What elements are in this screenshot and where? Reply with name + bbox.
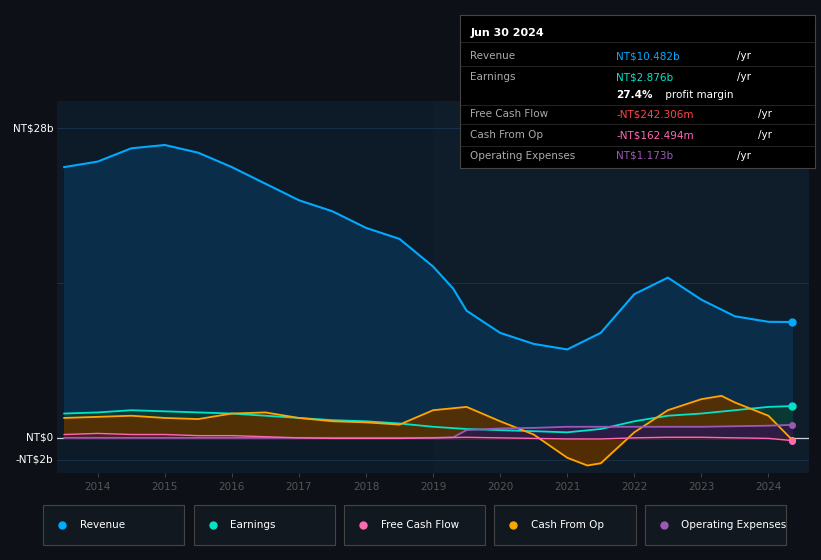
Text: /yr: /yr [737, 72, 751, 82]
Text: /yr: /yr [737, 151, 751, 161]
Text: Earnings: Earnings [470, 72, 516, 82]
FancyBboxPatch shape [344, 505, 485, 545]
Bar [433, 101, 809, 473]
Text: Cash From Op: Cash From Op [531, 520, 604, 530]
Text: NT$2.876b: NT$2.876b [617, 72, 673, 82]
Text: NT$10.482b: NT$10.482b [617, 52, 680, 62]
Text: -NT$2b: -NT$2b [16, 455, 53, 465]
Text: Operating Expenses: Operating Expenses [470, 151, 576, 161]
Text: /yr: /yr [759, 110, 773, 119]
Text: Free Cash Flow: Free Cash Flow [470, 110, 548, 119]
FancyBboxPatch shape [194, 505, 335, 545]
Text: NT$1.173b: NT$1.173b [617, 151, 673, 161]
Text: /yr: /yr [737, 52, 751, 62]
Text: -NT$242.306m: -NT$242.306m [617, 110, 694, 119]
FancyBboxPatch shape [494, 505, 635, 545]
Text: NT$0: NT$0 [26, 433, 53, 443]
Text: profit margin: profit margin [663, 90, 734, 100]
FancyBboxPatch shape [44, 505, 185, 545]
Text: Jun 30 2024: Jun 30 2024 [470, 27, 544, 38]
Text: 27.4%: 27.4% [617, 90, 653, 100]
Text: Revenue: Revenue [470, 52, 516, 62]
Text: Free Cash Flow: Free Cash Flow [381, 520, 459, 530]
Text: Revenue: Revenue [80, 520, 125, 530]
Text: Earnings: Earnings [230, 520, 276, 530]
Text: Cash From Op: Cash From Op [470, 130, 544, 140]
Text: /yr: /yr [759, 130, 773, 140]
Text: NT$28b: NT$28b [13, 123, 53, 133]
FancyBboxPatch shape [644, 505, 786, 545]
Text: Operating Expenses: Operating Expenses [681, 520, 787, 530]
Text: -NT$162.494m: -NT$162.494m [617, 130, 694, 140]
